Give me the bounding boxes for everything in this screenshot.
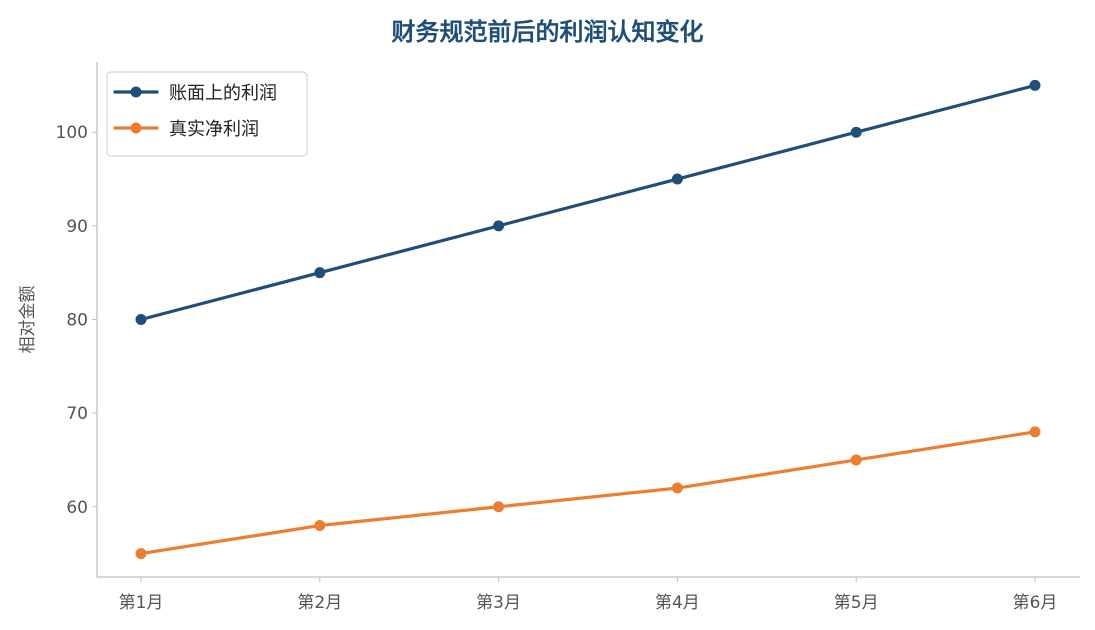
legend-marker-2: [130, 122, 142, 134]
data-point-s2-4: [671, 482, 683, 494]
y-tick-label: 60: [66, 498, 88, 518]
x-tick-label: 第1月: [119, 593, 164, 613]
x-tick-label: 第6月: [1013, 593, 1058, 613]
data-point-s1-1: [135, 314, 147, 325]
data-point-s1-2: [314, 267, 326, 279]
y-tick-label: 70: [66, 404, 88, 424]
y-tick-label: 90: [66, 217, 88, 237]
y-tick-label: 100: [56, 123, 88, 143]
series-line-2: [139, 430, 1037, 556]
data-point-s1-5: [850, 126, 862, 138]
x-tick-label: 第4月: [655, 593, 700, 613]
legend-label-1: 账面上的利润: [169, 83, 277, 104]
x-tick-label: 第3月: [476, 593, 521, 613]
data-point-s2-3: [493, 501, 505, 513]
y-tick-label: 80: [66, 311, 88, 331]
x-tick-label: 第5月: [834, 593, 879, 613]
legend-marker-1: [130, 86, 142, 98]
data-point-s1-6: [1029, 79, 1041, 91]
data-point-s2-6: [1029, 426, 1041, 438]
y-axis-label: 相对金额: [18, 286, 38, 354]
series-line-1: [139, 83, 1037, 322]
chart-title: 财务规范前后的利润认知变化: [391, 18, 704, 46]
x-tick-label: 第2月: [297, 593, 342, 613]
data-point-s2-1: [135, 548, 147, 560]
data-point-s1-4: [671, 173, 683, 185]
legend-label-2: 真实净利润: [169, 119, 259, 140]
data-point-s2-2: [314, 520, 326, 531]
data-point-s1-3: [493, 220, 505, 232]
data-point-s2-5: [850, 454, 862, 466]
